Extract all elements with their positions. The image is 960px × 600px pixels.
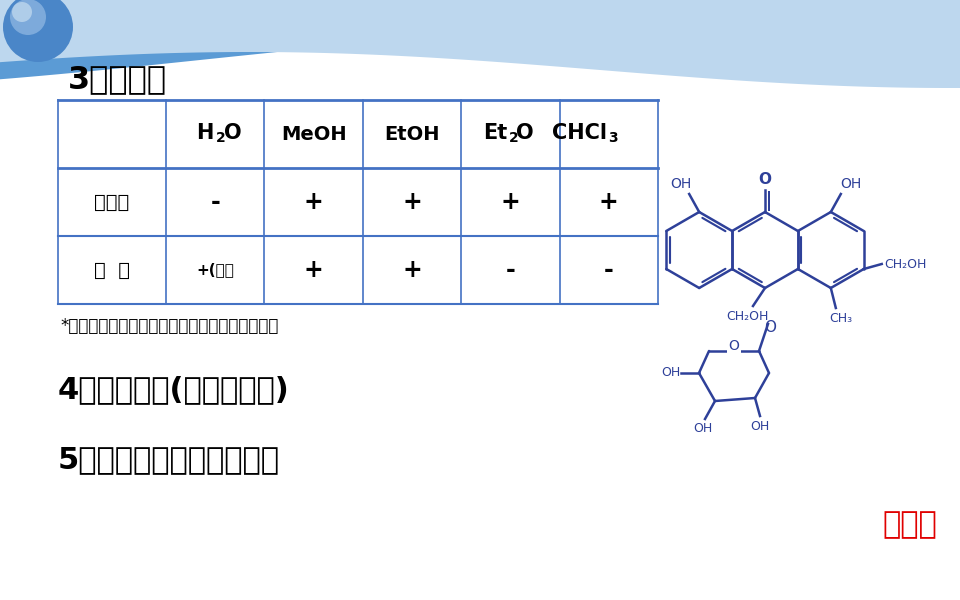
Text: *蒽醌的碳苷在水中的溶解度都很小，易溶于吡啶: *蒽醌的碳苷在水中的溶解度都很小，易溶于吡啶 <box>60 317 278 335</box>
Text: 4、不稳定性(主要指邻醌): 4、不稳定性(主要指邻醌) <box>58 376 290 404</box>
Circle shape <box>3 0 73 62</box>
Text: -: - <box>604 258 613 282</box>
Bar <box>0 0 960 45</box>
Text: 成  苷: 成 苷 <box>94 260 130 280</box>
Text: OH: OH <box>693 422 712 436</box>
Text: +: + <box>500 190 520 214</box>
Text: 5、多具有橙色或桔色荧光: 5、多具有橙色或桔色荧光 <box>58 445 280 475</box>
Text: +: + <box>599 190 618 214</box>
Text: CH₃: CH₃ <box>829 311 852 325</box>
Text: +: + <box>402 258 421 282</box>
Text: +: + <box>303 258 324 282</box>
Text: O: O <box>729 339 739 353</box>
Text: 2: 2 <box>509 131 518 145</box>
Text: O: O <box>764 320 776 335</box>
Text: 2: 2 <box>216 131 226 145</box>
Text: -: - <box>506 258 516 282</box>
Text: 3: 3 <box>608 131 617 145</box>
Text: MeOH: MeOH <box>280 124 347 143</box>
Text: OH: OH <box>751 419 770 433</box>
Text: OH: OH <box>840 177 861 191</box>
Text: CH₂OH: CH₂OH <box>884 257 927 271</box>
Polygon shape <box>0 0 960 79</box>
Text: 游离醌: 游离醌 <box>94 193 130 211</box>
Text: 芦荟苷: 芦荟苷 <box>882 511 937 539</box>
Text: OH: OH <box>670 177 692 191</box>
Text: EtOH: EtOH <box>384 124 440 143</box>
Text: +: + <box>402 190 421 214</box>
Text: -: - <box>210 190 220 214</box>
Text: CH₂OH: CH₂OH <box>726 310 768 323</box>
Text: OH: OH <box>661 367 681 379</box>
Text: O: O <box>516 123 534 143</box>
Text: H: H <box>196 123 213 143</box>
Text: O: O <box>758 173 772 187</box>
Polygon shape <box>0 0 960 88</box>
Text: O: O <box>225 123 242 143</box>
Circle shape <box>10 0 46 35</box>
Text: +: + <box>303 190 324 214</box>
Text: CHCl: CHCl <box>552 123 607 143</box>
Circle shape <box>12 2 32 22</box>
Text: +(热）: +(热） <box>196 263 234 277</box>
Text: 3．溶解性: 3．溶解性 <box>68 64 167 95</box>
Text: Et: Et <box>483 123 508 143</box>
